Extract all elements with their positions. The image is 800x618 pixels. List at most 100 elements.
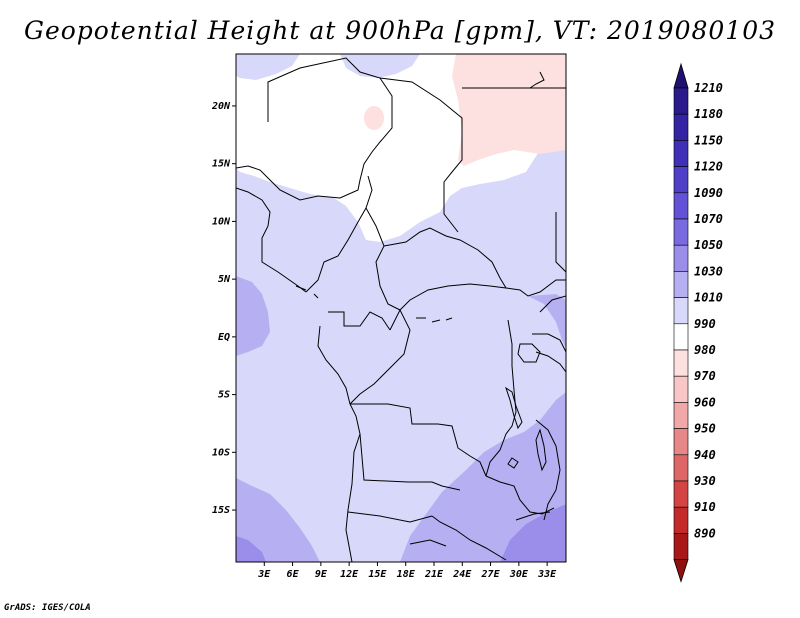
colorbar-swatch	[673, 244, 689, 272]
border-angola-zambia	[359, 433, 461, 491]
lon-tick-label: 3E	[257, 569, 271, 580]
border-congo	[349, 308, 411, 405]
field-high-west-coast	[236, 276, 270, 356]
lon-tick-label: 30E	[509, 569, 529, 580]
colorbar-swatch	[673, 533, 689, 560]
colorbar-swatch	[673, 166, 689, 194]
colorbar-swatch	[673, 140, 689, 167]
border-nigeria-west	[236, 187, 307, 293]
lon-tick-label: 27E	[481, 569, 501, 580]
colorbar-swatch	[673, 428, 689, 456]
lat-tick-label: 10N	[212, 216, 231, 227]
border-kenya-tanzania	[535, 351, 566, 373]
field-lavender-patch-northwest	[236, 54, 300, 80]
coastline-west	[317, 325, 361, 562]
border-lake-victoria-north	[532, 333, 566, 353]
coast-red-sea	[529, 71, 545, 89]
lon-tick-label: 6E	[287, 569, 300, 580]
colorbar-label: 970	[694, 369, 716, 383]
bight-islands	[295, 285, 319, 299]
field-high-east-lakes	[528, 294, 566, 348]
border-angola-drc	[350, 403, 487, 477]
lat-tick-label: 5S	[218, 390, 230, 401]
border-car-drc-sudan	[399, 279, 566, 311]
colorbar-swatch	[673, 87, 689, 115]
lat-tick-label: 20N	[211, 101, 231, 112]
lon-tick-label: 18E	[397, 569, 416, 580]
colorbar-label: 1150	[694, 133, 723, 147]
field-pink-spot	[364, 106, 384, 130]
colorbar-label: 990	[694, 317, 716, 331]
colorbar-label: 1010	[694, 291, 723, 305]
colorbar-label: 1070	[694, 212, 723, 226]
country-borders	[236, 57, 566, 562]
field-high-southeast	[400, 392, 566, 562]
colorbar-swatch	[673, 402, 689, 429]
height-field	[236, 54, 566, 562]
lon-tick-label: 24E	[452, 569, 472, 580]
border-nigeria-cameroon	[305, 175, 373, 293]
border-zambia-zimbabwe	[431, 515, 507, 561]
lat-tick-label: EQ	[218, 332, 230, 343]
colorbar-swatch	[673, 375, 689, 403]
lat-tick-label: 10S	[212, 447, 230, 458]
map-frame	[235, 53, 567, 563]
colorbar-label: 960	[694, 395, 716, 409]
border-chad-sudan	[379, 77, 463, 233]
lon-tick-label: 33E	[537, 569, 557, 580]
border-botswana	[409, 539, 447, 547]
colorbar-bottom-arrow	[673, 559, 689, 583]
field-pink-northeast	[452, 54, 566, 166]
border-cameroon-chad	[365, 207, 401, 311]
border-uganda-kenya	[539, 295, 566, 313]
colorbar-label: 1180	[694, 107, 723, 121]
colorbar-swatch	[673, 113, 689, 141]
lat-tick-label: 15S	[212, 505, 230, 516]
longitude-axis: 3E 6E 9E 12E 15E 18E 21E 24E 27E 30E 33E	[257, 562, 557, 580]
lake-mweru-outline	[507, 457, 519, 469]
lake-tanganyika-outline	[505, 386, 523, 430]
colorbar-label: 910	[694, 500, 716, 514]
lon-tick-label: 9E	[315, 569, 328, 580]
border-malawi	[535, 419, 561, 521]
border-gabon-cameroon	[328, 311, 391, 331]
colorbar-label: 1050	[694, 238, 723, 252]
lake-malawi-outline	[535, 428, 547, 472]
latitude-axis: 20N 15N 10N 5N EQ 5S 10S 15S	[211, 101, 236, 516]
colorbar-swatch	[673, 323, 689, 351]
colorbar: 1210 1180 1150 1120 1090 1070 1050 1030 1010 990 9…	[673, 62, 723, 583]
border-drc-east	[485, 319, 517, 477]
border-chad-car	[383, 227, 507, 289]
field-higher-southwest	[236, 536, 266, 562]
lake-kariba-outline	[515, 511, 551, 521]
lakes-and-islands	[295, 71, 551, 521]
colorbar-label: 1120	[694, 160, 723, 174]
border-zambia-tanzania	[485, 475, 555, 515]
colorbar-top-arrow	[673, 62, 689, 89]
lat-tick-label: 5N	[218, 274, 231, 285]
credit-text: GrADS: IGES/COLA	[4, 603, 91, 613]
lon-tick-label: 21E	[424, 569, 444, 580]
border-south-sudan-east	[555, 212, 566, 273]
colorbar-swatch	[673, 218, 689, 246]
lon-tick-label: 15E	[368, 569, 387, 580]
colorbar-label: 1210	[694, 81, 723, 95]
lon-tick-label: 12E	[340, 569, 359, 580]
lake-victoria-outline	[517, 343, 541, 363]
field-high-southwest	[236, 478, 320, 562]
colorbar-label: 930	[694, 474, 716, 488]
colorbar-label: 940	[694, 448, 716, 462]
colorbar-swatch	[673, 454, 689, 482]
colorbar-swatch	[673, 297, 689, 325]
lat-tick-label: 15N	[212, 159, 231, 170]
colorbar-swatch	[673, 349, 689, 377]
colorbar-label: 890	[694, 526, 716, 540]
colorbar-label: 1030	[694, 264, 723, 278]
colorbar-swatch	[673, 506, 689, 534]
field-higher-southeast	[500, 504, 566, 562]
colorbar-swatch	[673, 480, 689, 508]
chart-title: Geopotential Height at 900hPa [gpm], VT:…	[23, 16, 777, 45]
border-niger-chad-north	[236, 57, 393, 201]
colorbar-swatch	[673, 271, 689, 298]
